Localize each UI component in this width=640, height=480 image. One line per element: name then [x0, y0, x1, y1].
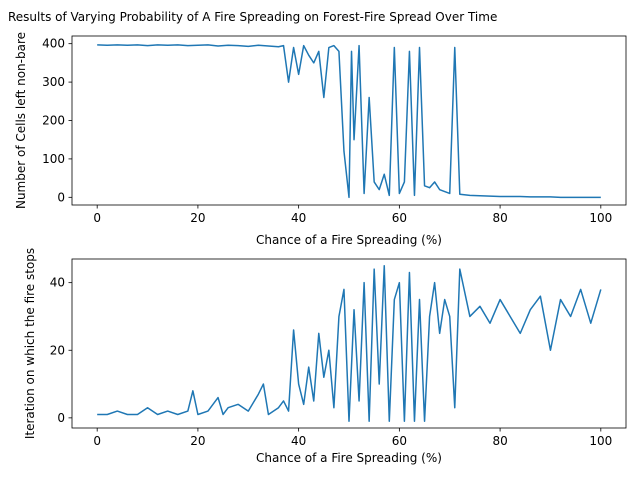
x-tick-label: 20 [190, 211, 205, 225]
y-axis-label: Iteration on which the fire stops [23, 248, 37, 439]
y-tick-label: 0 [57, 411, 65, 425]
x-tick-label: 100 [589, 434, 612, 448]
chart-top: 0 20 40 60 80 100 0 100 200 300 400 Chance of a Fir… [14, 32, 627, 247]
x-tick-label: 20 [190, 434, 205, 448]
y-tick-label: 0 [57, 190, 65, 204]
x-tick-label: 40 [291, 211, 306, 225]
x-tick-label: 60 [392, 434, 407, 448]
plot-frame [71, 258, 627, 429]
y-axis-label: Number of Cells left non-bare [14, 32, 28, 209]
y-tick-label: 100 [42, 152, 65, 166]
x-tick-label: 0 [93, 211, 101, 225]
y-tick-label: 300 [42, 75, 65, 89]
x-axis-label: Chance of a Fire Spreading (%) [256, 451, 442, 465]
x-tick-label: 100 [589, 211, 612, 225]
series-line [97, 265, 602, 422]
y-tick-label: 200 [42, 114, 65, 128]
x-tick-label: 80 [492, 434, 507, 448]
y-tick-label: 20 [50, 343, 65, 357]
y-tick-label: 40 [50, 276, 65, 290]
x-tick-label: 60 [392, 211, 407, 225]
y-tick-label: 400 [42, 37, 65, 51]
x-tick-label: 80 [492, 211, 507, 225]
x-tick-label: 0 [93, 434, 101, 448]
chart-bottom: 0 20 40 60 80 100 0 20 40 Chance of a Fire Spread… [23, 248, 627, 465]
series-line [97, 44, 601, 199]
figure-title: Results of Varying Probability of A Fire… [8, 10, 497, 24]
x-axis-label: Chance of a Fire Spreading (%) [256, 233, 442, 247]
x-tick-label: 40 [291, 434, 306, 448]
